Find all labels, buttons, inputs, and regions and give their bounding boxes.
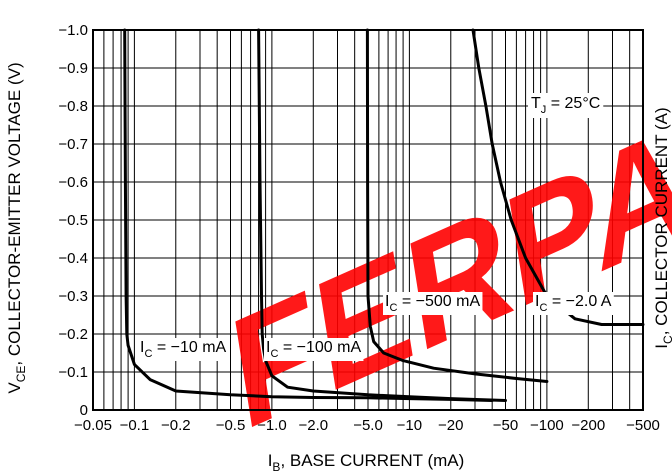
series-label: IC = −10 mA [140,339,227,360]
y-tick-label: −0.2 [58,326,88,343]
y-tick-label: −0.1 [58,364,88,381]
curves [123,28,645,402]
condition-label: TJ = 25°C [531,95,600,116]
x-tick-labels: −0.05 −0.1 −0.2 −0.5 −1.0 −2.0 −5.0 −10 −20 −50 −1… [74,417,660,434]
y-tick-labels: 0 −0.1 −0.2 −0.3 −0.4 −0.5 −0.6 −0.7 −0.8 −0.9 −1.… [58,22,88,419]
series-label-background [383,292,483,315]
x-tick-label: −0.05 [74,417,112,434]
series-curve [257,28,507,402]
series-curve [471,28,645,326]
series-label: IC = −100 mA [266,339,361,360]
x-tick-label: −2.0 [298,417,328,434]
y-tick-label: −1.0 [58,22,88,39]
y-tick-label: −0.5 [58,212,88,229]
y-tick-label: −0.8 [58,98,88,115]
x-axis-label: IB, BASE CURRENT (mA) [268,451,465,474]
y-tick-label: −0.7 [58,136,88,153]
series-label-background [533,292,614,315]
x-tick-label: −100 [530,417,564,434]
series-label: IC = −2.0 A [535,293,612,314]
y-axis-label: VCE, COLLECTOR-EMITTER VOLTAGE (V) [5,62,28,393]
right-axis-label: IC, COLLECTOR CURRENT (A) [652,107,672,348]
x-tick-label: −5.0 [353,417,383,434]
x-tick-label: −0.1 [120,417,150,434]
x-tick-label: −500 [626,417,660,434]
y-tick-label: −0.6 [58,174,88,191]
condition-label-background [528,93,604,118]
series-label-background [264,338,364,361]
y-tick-label: −0.9 [58,60,88,77]
x-tick-label: −1.0 [257,417,287,434]
y-tick-label: 0 [80,402,88,419]
x-tick-label: −0.5 [216,417,246,434]
series-curve [123,28,494,402]
x-tick-label: −10 [397,417,422,434]
x-tick-label: −0.2 [161,417,191,434]
series-labels: IC = −10 mA IC = −100 mA IC = −500 mA IC = … [138,292,614,361]
y-tick-label: −0.3 [58,288,88,305]
series-label: IC = −500 mA [385,293,480,314]
series-curve [365,28,549,383]
series-label-background [138,338,229,361]
y-tick-label: −0.4 [58,250,88,267]
x-tick-label: −200 [571,417,605,434]
x-tick-label: −50 [493,417,518,434]
plot-frame [92,29,644,411]
x-tick-label: −20 [438,417,463,434]
